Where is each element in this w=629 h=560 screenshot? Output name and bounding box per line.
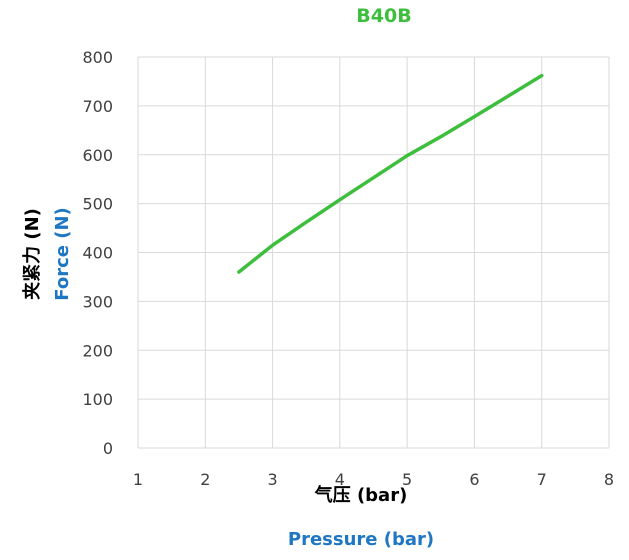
y-tick-label: 100 <box>82 390 113 409</box>
x-axis-label-english: Pressure (bar) <box>288 529 434 550</box>
grid-lines <box>137 56 610 449</box>
y-tick-labels: 0 100 200 300 400 500 600 700 800 <box>82 48 113 458</box>
x-tick-label: 2 <box>200 470 210 489</box>
x-tick-label: 4 <box>335 470 345 489</box>
x-tick-label: 3 <box>267 470 277 489</box>
x-tick-label: 1 <box>133 470 143 489</box>
y-axis-label-english: Force (N) <box>52 207 73 300</box>
y-tick-label: 800 <box>82 48 113 67</box>
y-tick-label: 500 <box>82 195 113 214</box>
x-tick-label: 8 <box>604 470 614 489</box>
chart-title: B40B <box>356 5 411 27</box>
x-tick-label: 6 <box>469 470 479 489</box>
y-tick-label: 700 <box>82 97 113 116</box>
x-axis-label-chinese: 气压 (bar) <box>314 484 408 506</box>
x-tick-labels: 1 2 3 4 5 6 7 8 <box>133 470 614 489</box>
y-tick-label: 300 <box>82 292 113 311</box>
y-tick-label: 600 <box>82 146 113 165</box>
series-line <box>237 73 544 274</box>
y-axis-label-chinese: 夹紧力 (N) <box>21 208 43 300</box>
series-lines <box>237 73 544 274</box>
x-tick-label: 7 <box>537 470 547 489</box>
y-tick-label: 0 <box>103 439 113 458</box>
x-tick-label: 5 <box>402 470 412 489</box>
y-tick-label: 400 <box>82 244 113 263</box>
y-tick-label: 200 <box>82 341 113 360</box>
